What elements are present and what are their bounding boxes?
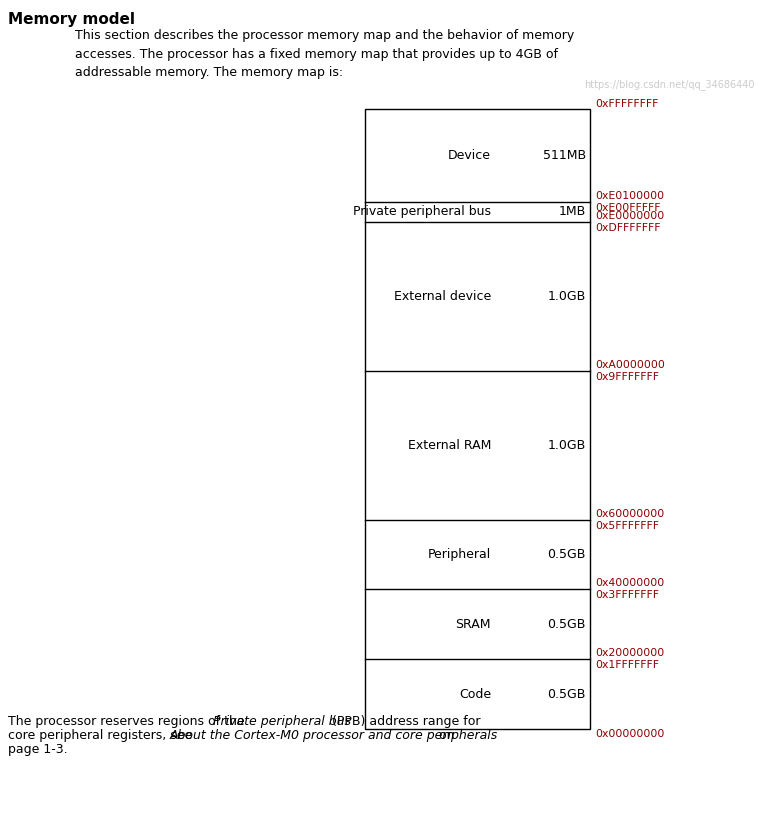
Bar (365, 109, 590, 729)
Text: About the Cortex-M0 processor and core peripherals: About the Cortex-M0 processor and core p… (170, 729, 498, 742)
Text: Memory model: Memory model (8, 12, 135, 27)
Text: on: on (435, 729, 454, 742)
Text: core peripheral registers, see: core peripheral registers, see (8, 729, 197, 742)
Text: Private peripheral bus: Private peripheral bus (213, 715, 351, 728)
Text: 0x3FFFFFFF: 0x3FFFFFFF (595, 590, 659, 600)
Text: 0xE00FFFFF: 0xE00FFFFF (595, 203, 660, 214)
Text: (PPB) address range for: (PPB) address range for (328, 715, 481, 728)
Text: https://blog.csdn.net/qq_34686440: https://blog.csdn.net/qq_34686440 (584, 79, 755, 90)
Text: 0xE0000000: 0xE0000000 (595, 211, 664, 221)
Text: 1.0GB: 1.0GB (548, 289, 586, 303)
Text: 0.5GB: 0.5GB (548, 548, 586, 561)
Text: 0xDFFFFFFF: 0xDFFFFFFF (595, 223, 660, 233)
Text: 0x20000000: 0x20000000 (595, 648, 664, 658)
Text: SRAM: SRAM (456, 618, 491, 631)
Text: 0x5FFFFFFF: 0x5FFFFFFF (595, 520, 659, 530)
Text: External device: External device (394, 289, 491, 303)
Text: 0x1FFFFFFF: 0x1FFFFFFF (595, 661, 659, 671)
Text: 0x60000000: 0x60000000 (595, 509, 664, 519)
Text: The processor reserves regions of the: The processor reserves regions of the (8, 715, 248, 728)
Text: Code: Code (459, 687, 491, 701)
Text: 1.0GB: 1.0GB (548, 439, 586, 451)
Text: 0.5GB: 0.5GB (548, 618, 586, 631)
Text: Device: Device (448, 149, 491, 162)
Text: page 1-3.: page 1-3. (8, 743, 67, 756)
Text: This section describes the processor memory map and the behavior of memory
acces: This section describes the processor mem… (75, 29, 574, 79)
Text: 0xA0000000: 0xA0000000 (595, 359, 665, 369)
Text: Peripheral: Peripheral (428, 548, 491, 561)
Text: External RAM: External RAM (408, 439, 491, 451)
Text: 0.5GB: 0.5GB (548, 687, 586, 701)
Text: 0x9FFFFFFF: 0x9FFFFFFF (595, 372, 659, 382)
Text: 0x00000000: 0x00000000 (595, 729, 664, 739)
Text: 1MB: 1MB (559, 205, 586, 219)
Text: 0xE0100000: 0xE0100000 (595, 191, 664, 201)
Text: 0xFFFFFFFF: 0xFFFFFFFF (595, 99, 659, 109)
Text: 511MB: 511MB (543, 149, 586, 162)
Text: Private peripheral bus: Private peripheral bus (353, 205, 491, 219)
Text: 0x40000000: 0x40000000 (595, 578, 664, 588)
